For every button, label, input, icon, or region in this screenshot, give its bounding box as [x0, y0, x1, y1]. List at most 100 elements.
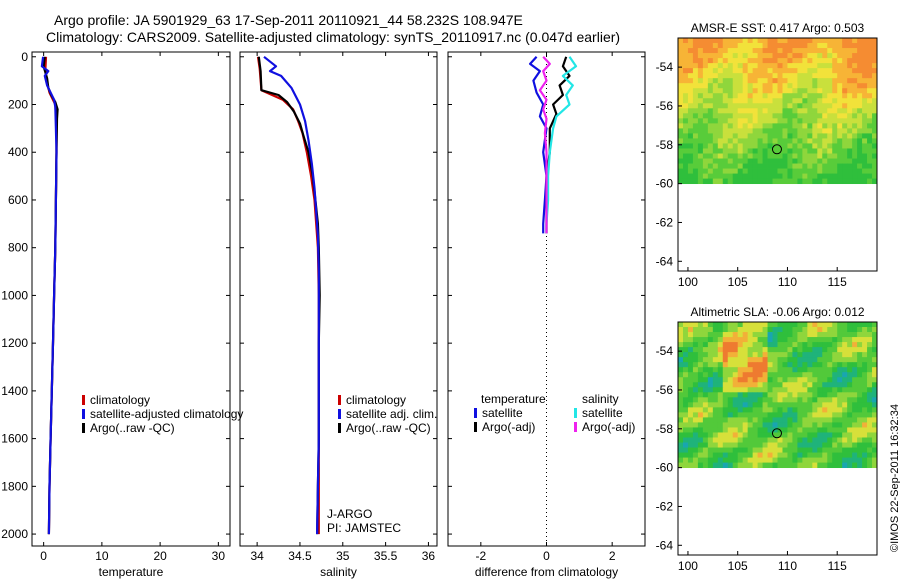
sst-map-cell	[707, 58, 714, 64]
sla-map-cell	[737, 407, 744, 413]
sla-map-cell	[782, 412, 788, 418]
sst-map-cell	[687, 128, 694, 134]
sst-map-frame	[677, 37, 878, 272]
sla-map-cell	[772, 407, 778, 413]
sst-map-cell	[707, 148, 714, 154]
sst-map-cell	[862, 143, 868, 149]
sst-map-cell	[702, 73, 709, 79]
sla-map-cell	[827, 397, 833, 403]
sla-map-cell	[797, 432, 803, 438]
sst-map-cell	[867, 113, 873, 119]
sst-map-cell	[732, 153, 739, 159]
sla-map-cell	[822, 392, 828, 398]
sla-map-cell	[727, 407, 734, 413]
sla-map-cell	[678, 427, 684, 433]
sst-map-cell	[827, 158, 833, 164]
sla-map-cell	[757, 457, 763, 463]
sst-map-cell	[812, 103, 818, 109]
sst-map-cell	[807, 93, 813, 99]
sla-map-cell	[792, 447, 798, 453]
sst-map-cell	[697, 173, 704, 179]
sla-map-cell	[692, 332, 699, 338]
sla-map-cell	[757, 452, 763, 458]
sst-map-cell	[687, 168, 694, 174]
sst-map-cell	[678, 93, 684, 99]
sla-map-cell	[802, 462, 808, 469]
sst-map-cell	[862, 98, 868, 104]
sla-map-cell	[872, 327, 878, 333]
sla-map-cell	[782, 447, 788, 453]
sla-map-cell	[852, 462, 858, 469]
sla-map-cell	[682, 412, 689, 418]
sst-map-cell	[802, 88, 808, 94]
sst-map-cell	[802, 73, 808, 79]
sst-map-cell	[687, 153, 694, 159]
sla-map-cell	[712, 407, 719, 413]
sst-map-cell	[682, 138, 689, 144]
sst-map-cell	[772, 78, 778, 84]
sst-map-cell	[762, 108, 768, 114]
sst-map-cell	[797, 123, 803, 129]
sst-map-cell	[777, 133, 783, 139]
sst-map-cell	[872, 78, 878, 84]
sst-map-cell	[772, 53, 778, 59]
sla-map-cell	[847, 352, 853, 358]
sst-map-cell	[707, 118, 714, 124]
sla-map-cell	[872, 407, 878, 413]
sla-map-cell	[717, 442, 724, 448]
sst-map-cell	[822, 153, 828, 159]
sla-map-cell	[837, 367, 843, 373]
sla-map-cell	[682, 407, 689, 413]
sla-map-cell	[722, 442, 729, 448]
sla-map-cell	[857, 417, 863, 423]
sla-map-cell	[727, 437, 734, 443]
sla-map-cell	[872, 417, 878, 423]
sla-map-cell	[757, 432, 763, 438]
sla-map-cell	[842, 352, 848, 358]
sst-map-cell	[687, 48, 694, 54]
sst-map-cell	[847, 73, 853, 79]
sla-map-cell	[727, 402, 734, 408]
sla-map-cell	[767, 332, 773, 338]
sst-map-cell	[697, 53, 704, 59]
sla-map-cell	[867, 422, 873, 428]
sla-map-cell	[742, 362, 749, 368]
sst-map-cell	[732, 163, 739, 169]
sla-map-cell	[822, 447, 828, 453]
sst-map-cell	[797, 173, 803, 179]
sla-map-cell	[847, 347, 853, 353]
sla-map-cell	[747, 447, 754, 453]
sla-map-cell	[847, 322, 853, 328]
sla-map-cell	[712, 342, 719, 348]
sla-map-cell	[857, 332, 863, 338]
sst-map-cell	[722, 53, 729, 59]
sla-map-cell	[742, 397, 749, 403]
sst-map-cell	[812, 38, 818, 44]
sst-map-cell	[847, 118, 853, 124]
sst-map-cell	[742, 98, 749, 104]
sla-map-cell	[802, 352, 808, 358]
sla-map-cell	[852, 347, 858, 353]
sst-map-cell	[852, 173, 858, 179]
sst-map-cell	[707, 43, 714, 49]
sst-map-cell	[682, 178, 689, 185]
sla-map-cell	[782, 382, 788, 388]
sla-map-cell	[687, 452, 694, 458]
sst-map-cell	[857, 63, 863, 69]
sst-map-cell	[762, 118, 768, 124]
sst-map-cell	[692, 128, 699, 134]
sst-map-cell	[792, 143, 798, 149]
sst-map-cell	[807, 143, 813, 149]
sla-map-cell	[707, 347, 714, 353]
sst-map-cell	[678, 108, 684, 114]
sla-map-cell	[712, 377, 719, 383]
sla-map-cell	[807, 362, 813, 368]
sst-map-cell	[742, 158, 749, 164]
sla-map-cell	[847, 337, 853, 343]
sst-map-cell	[812, 73, 818, 79]
sla-map-cell	[737, 422, 744, 428]
sla-map-cell	[717, 422, 724, 428]
sst-map-cell	[807, 123, 813, 129]
sla-map-cell	[862, 322, 868, 328]
sst-map-cell	[842, 123, 848, 129]
